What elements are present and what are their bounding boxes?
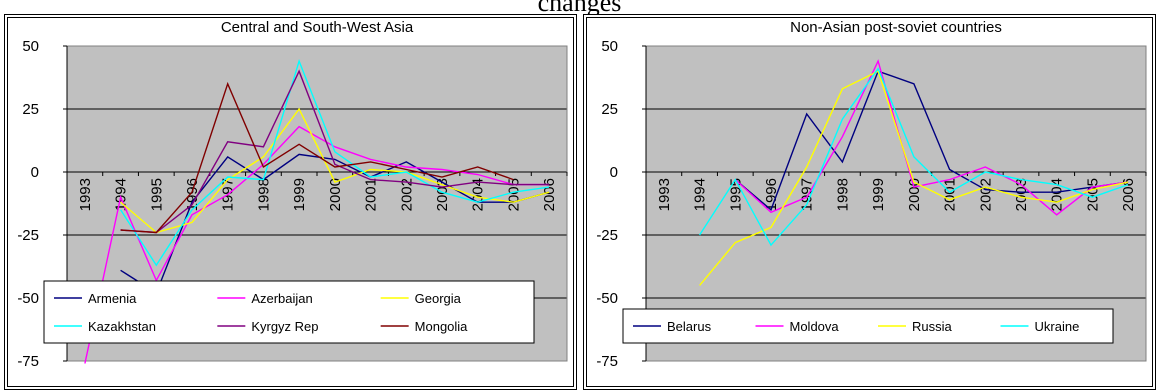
x-tick-label: 1993 <box>656 178 673 211</box>
legend-box <box>43 280 535 344</box>
chart-frame-left: 50 25 0 -25 -50 -75 1993 1994 1995 1996 1997 1998 19… <box>7 17 574 387</box>
chart-non-asian: 50 25 0 -25 -50 -75 1993 1994 1995 1996 1997 1998 19… <box>596 19 1147 370</box>
x-tick-label: 2005 <box>505 178 522 211</box>
x-tick-label: 1998 <box>255 178 272 211</box>
x-tick-label: 1993 <box>77 178 94 211</box>
y-tick-label: -50 <box>596 290 618 307</box>
legend-label-georgia: Georgia <box>415 291 462 306</box>
y-tick-label: 50 <box>601 38 618 55</box>
series-line-georgia <box>120 107 550 234</box>
series-line-azerbaijan <box>84 125 550 364</box>
page-title: changes <box>537 0 622 17</box>
legend-label-kyrgyz-rep: Kyrgyz Rep <box>251 319 318 334</box>
x-tick-label: 1998 <box>834 178 851 211</box>
x-tick-label: 2006 <box>541 178 558 211</box>
x-tick-label: 1997 <box>799 178 816 211</box>
chart-title: Central and South-West Asia <box>221 19 414 36</box>
x-tick-label: 2001 <box>363 178 380 211</box>
y-tick-label: -25 <box>596 227 618 244</box>
y-tick-label: -75 <box>17 353 39 370</box>
series-line-belarus <box>734 70 1129 211</box>
chart-panel-left: 50 25 0 -25 -50 -75 1993 1994 1995 1996 1997 1998 19… <box>4 14 577 390</box>
y-tick-label: -50 <box>17 290 39 307</box>
series-line-kyrgyz-rep <box>120 69 550 234</box>
y-tick-label: 25 <box>22 101 39 118</box>
x-tick-label: 1994 <box>113 178 130 211</box>
x-tick-label: 2002 <box>977 178 994 211</box>
chart-title: Non-Asian post-soviet countries <box>790 19 1002 36</box>
x-tick-label: 2001 <box>942 178 959 211</box>
legend-label-azerbaijan: Azerbaijan <box>251 291 312 306</box>
x-tick-label: 1995 <box>148 178 165 211</box>
legend-label-armenia: Armenia <box>88 291 137 306</box>
chart-frame-right: 50 25 0 -25 -50 -75 1993 1994 1995 1996 1997 1998 19… <box>586 17 1153 387</box>
y-tick-label: 50 <box>22 38 39 55</box>
x-tick-label: 1996 <box>184 178 201 211</box>
series-line-russia <box>699 70 1129 286</box>
y-tick-label: -75 <box>596 353 618 370</box>
series-line-mongolia <box>120 81 514 234</box>
x-tick-label: 1996 <box>763 178 780 211</box>
series-line-kazakhstan <box>120 58 550 267</box>
x-tick-label: 1995 <box>727 178 744 211</box>
legend-label-kazakhstan: Kazakhstan <box>88 319 156 334</box>
series-line-moldova <box>734 59 1129 216</box>
x-tick-label: 1999 <box>870 178 887 211</box>
x-tick-label: 2004 <box>1049 178 1066 211</box>
chart-panel-right: 50 25 0 -25 -50 -75 1993 1994 1995 1996 1997 1998 19… <box>583 14 1156 390</box>
legend-label-moldova: Moldova <box>790 319 840 334</box>
legend-box <box>622 308 1114 344</box>
series-line-ukraine <box>699 67 1129 247</box>
y-tick-label: 0 <box>31 164 39 181</box>
y-tick-label: 25 <box>601 101 618 118</box>
x-tick-label: 1999 <box>291 178 308 211</box>
x-tick-label: 2002 <box>398 178 415 211</box>
x-tick-label: 2003 <box>1013 178 1030 211</box>
y-tick-label: -25 <box>17 227 39 244</box>
x-tick-label: 1994 <box>692 178 709 211</box>
legend-label-mongolia: Mongolia <box>415 319 469 334</box>
legend-label-belarus: Belarus <box>667 319 712 334</box>
x-tick-label: 2000 <box>327 178 344 211</box>
x-tick-label: 2004 <box>470 178 487 211</box>
legend-label-russia: Russia <box>912 319 953 334</box>
y-tick-label: 0 <box>610 164 618 181</box>
legend-label-ukraine: Ukraine <box>1035 319 1080 334</box>
